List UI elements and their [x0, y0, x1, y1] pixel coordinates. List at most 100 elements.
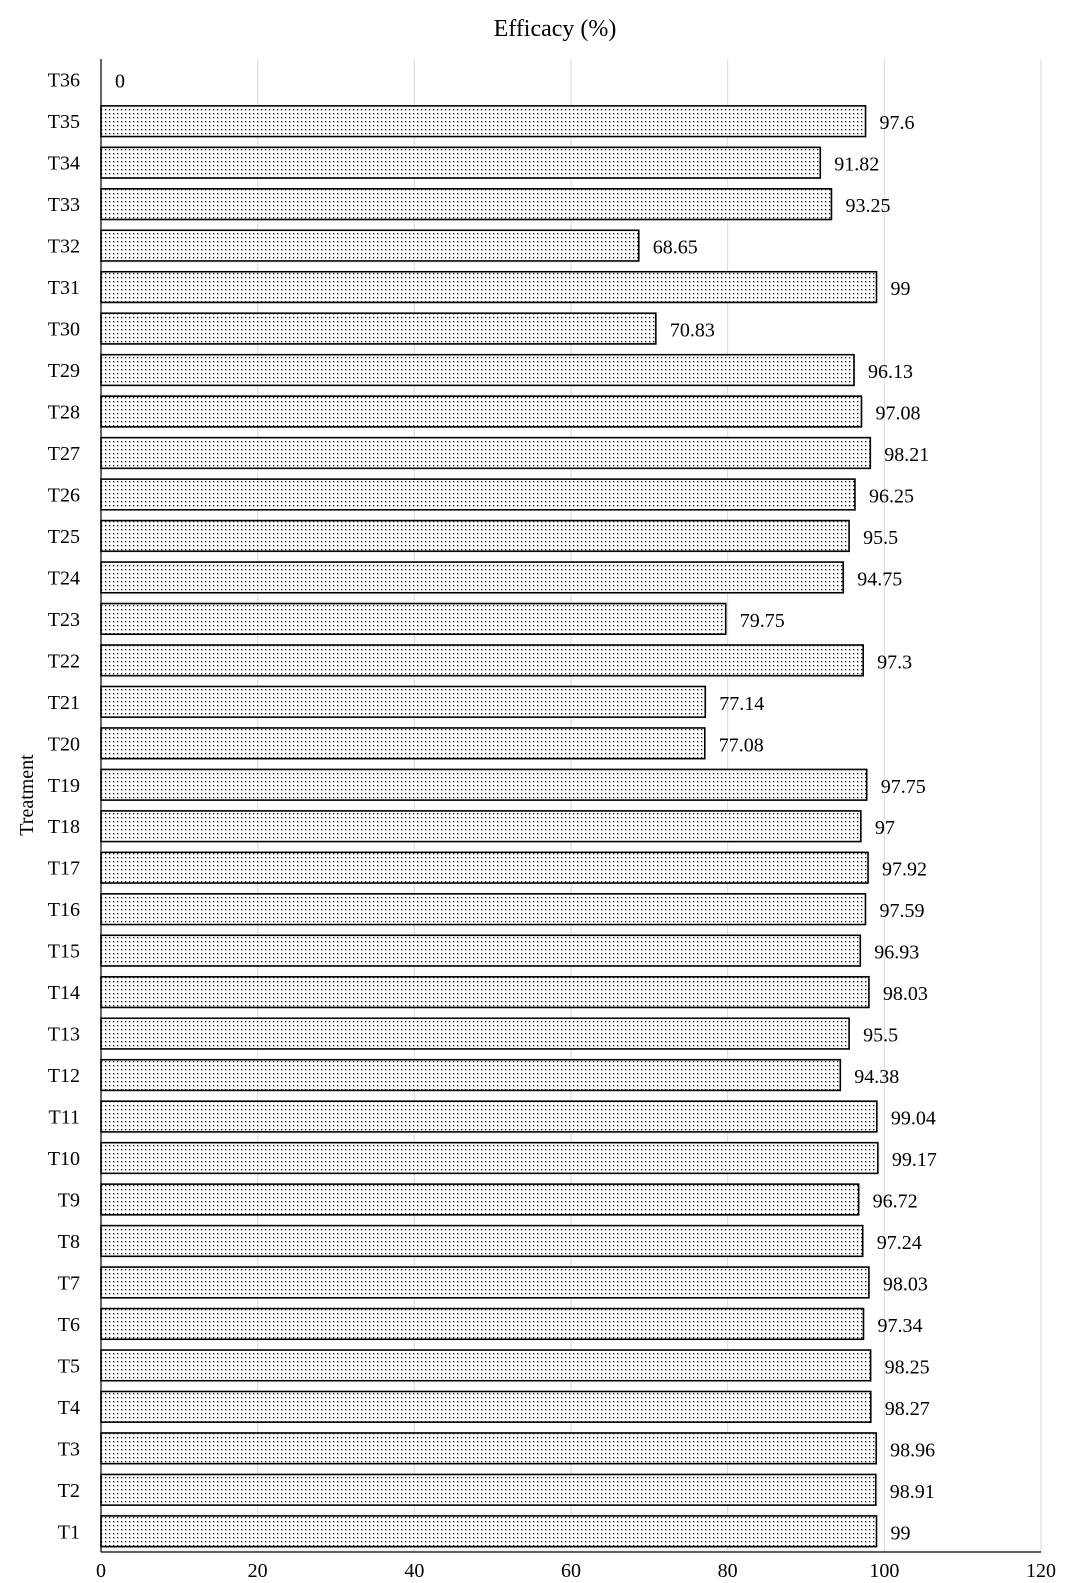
x-tick-label: 20	[248, 1560, 268, 1578]
category-label: T5	[58, 1355, 80, 1377]
bar	[100, 893, 867, 926]
bar	[100, 1390, 872, 1423]
category-label: T25	[48, 526, 80, 548]
category-label: T36	[48, 70, 80, 92]
category-label: T12	[48, 1065, 80, 1087]
bar	[100, 1183, 860, 1216]
x-tick-label: 60	[561, 1560, 581, 1578]
bars	[100, 105, 879, 1548]
category-label: T17	[48, 858, 80, 880]
category-label: T1	[58, 1521, 80, 1543]
x-tick-label: 100	[869, 1560, 899, 1578]
category-label: T13	[48, 1024, 80, 1046]
data-label: 77.14	[719, 693, 764, 715]
bar	[100, 1141, 879, 1175]
category-label: T2	[58, 1480, 80, 1502]
bar	[100, 851, 869, 884]
bar	[100, 810, 862, 843]
bar	[100, 1432, 877, 1465]
data-label: 98.03	[883, 983, 928, 1005]
data-label: 98.96	[890, 1439, 935, 1461]
category-label: T7	[58, 1272, 80, 1294]
category-label: T21	[48, 692, 80, 714]
bar	[100, 146, 822, 179]
data-label: 97.75	[881, 776, 926, 798]
category-label: T35	[48, 111, 80, 133]
bar	[100, 1473, 877, 1506]
bar	[100, 602, 727, 636]
category-label: T33	[48, 194, 80, 216]
category-label: T28	[48, 402, 80, 424]
category-label: T3	[58, 1438, 80, 1460]
category-label: T20	[48, 733, 80, 755]
data-label: 95.5	[863, 1025, 898, 1047]
category-label: T14	[48, 982, 80, 1004]
bar	[100, 188, 833, 221]
data-label: 99	[891, 278, 911, 300]
bar	[100, 1224, 864, 1258]
category-label: T27	[48, 443, 80, 465]
data-label: 95.5	[863, 527, 898, 549]
data-label: 96.93	[874, 942, 919, 964]
data-label: 96.25	[869, 485, 914, 507]
data-label: 79.75	[740, 610, 785, 632]
bar	[100, 229, 640, 262]
y-axis-label: Treatment	[16, 754, 38, 836]
bar	[100, 478, 856, 511]
data-label: 70.83	[670, 320, 715, 342]
data-label: 77.08	[719, 734, 764, 756]
data-label: 94.38	[854, 1066, 899, 1088]
category-label: T19	[48, 775, 80, 797]
axes	[100, 59, 1041, 1553]
bar	[100, 1307, 865, 1341]
chart-title: Efficacy (%)	[494, 16, 617, 42]
category-label: T8	[58, 1231, 80, 1253]
bar	[100, 395, 863, 428]
bar	[100, 1017, 850, 1050]
category-label: T31	[48, 277, 80, 299]
x-tick-label: 40	[404, 1560, 424, 1578]
bar	[100, 1100, 878, 1133]
x-tick-label: 120	[1026, 1560, 1056, 1578]
bar	[100, 644, 864, 677]
data-label: 97.24	[877, 1232, 922, 1254]
bar	[100, 1058, 842, 1092]
category-label: T26	[48, 484, 80, 506]
bar	[100, 519, 850, 553]
bar	[100, 353, 855, 387]
category-label: T29	[48, 360, 80, 382]
data-labels: 99 98.91 98.96 98.27 98.25 97.34 98.03 97.24 96.…	[115, 71, 937, 1545]
data-label: 97.92	[882, 859, 927, 881]
category-label: T24	[48, 567, 80, 589]
data-label: 97.3	[877, 651, 912, 673]
category-label: T6	[58, 1314, 80, 1336]
x-tick-labels: 0 20 40 60 80 100 120	[96, 1560, 1056, 1582]
bar	[100, 1515, 878, 1548]
gridlines	[257, 59, 1042, 1552]
category-label: T18	[48, 816, 80, 838]
data-label: 99.04	[891, 1108, 936, 1130]
data-label: 97.34	[877, 1315, 922, 1337]
category-label: T16	[48, 899, 80, 921]
bar	[100, 975, 870, 1009]
data-label: 94.75	[857, 568, 902, 590]
category-label: T30	[48, 319, 80, 341]
category-label: T34	[48, 153, 80, 175]
data-label: 97.59	[879, 900, 924, 922]
data-label: 98.21	[884, 444, 929, 466]
bar	[100, 685, 707, 718]
category-label: T23	[48, 609, 80, 631]
data-label: 93.25	[845, 195, 890, 217]
data-label: 99	[891, 1522, 911, 1544]
bar	[100, 105, 867, 138]
data-label: 96.13	[868, 361, 913, 383]
data-label: 99.17	[892, 1149, 937, 1171]
bar	[100, 934, 862, 967]
x-tick-label: 0	[96, 1560, 106, 1578]
category-label: T4	[58, 1397, 80, 1419]
category-label: T22	[48, 650, 80, 672]
category-label: T15	[48, 941, 80, 963]
category-labels: T1 T2 T3 T4 T5 T6 T7 T8 T9 T10 T11 T12 T13 T14 T15 T16 T…	[48, 70, 80, 1544]
